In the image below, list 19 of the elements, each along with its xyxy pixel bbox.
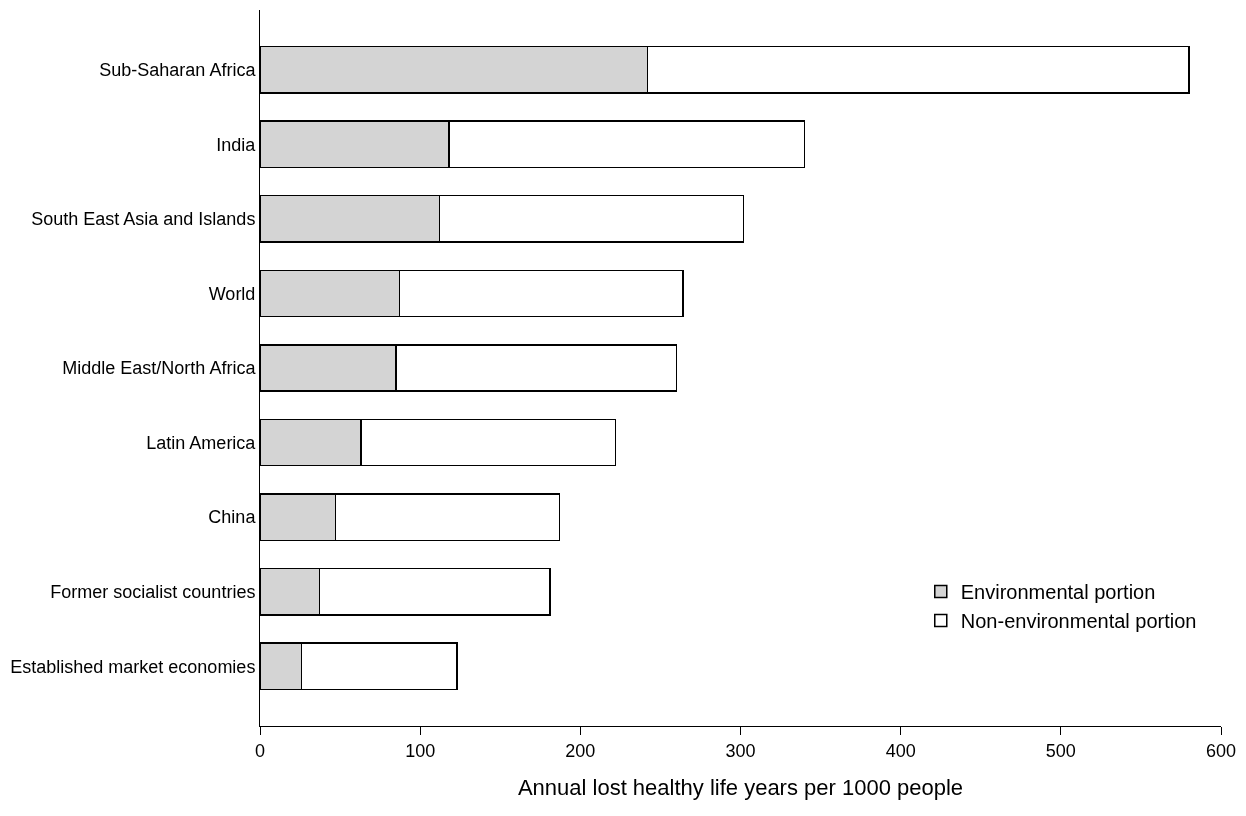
x-tick-label: 500: [1045, 740, 1076, 761]
legend-label: Environmental portion: [960, 581, 1156, 604]
x-tick-label: 100: [405, 740, 436, 761]
y-tick-label: India: [216, 134, 257, 155]
x-axis-title: Annual lost healthy life years per 1000 people: [517, 775, 964, 801]
y-tick-label: Middle East/North Africa: [62, 358, 257, 379]
y-tick-label: Established market economies: [10, 656, 256, 677]
y-tick-label: China: [208, 507, 257, 528]
legend-label: Non-environmental portion: [960, 610, 1197, 633]
y-tick-label: Sub-Saharan Africa: [99, 59, 257, 80]
x-tick-label: 200: [565, 740, 596, 761]
y-tick-label: South East Asia and Islands: [31, 209, 256, 230]
x-tick-label: 0: [254, 740, 266, 761]
x-tick-label: 300: [725, 740, 756, 761]
x-tick-label: 400: [885, 740, 916, 761]
y-tick-label: Latin America: [146, 432, 257, 453]
x-tick-label: 600: [1205, 740, 1237, 761]
y-tick-label: World: [208, 283, 256, 304]
y-tick-label: Former socialist countries: [50, 582, 256, 603]
